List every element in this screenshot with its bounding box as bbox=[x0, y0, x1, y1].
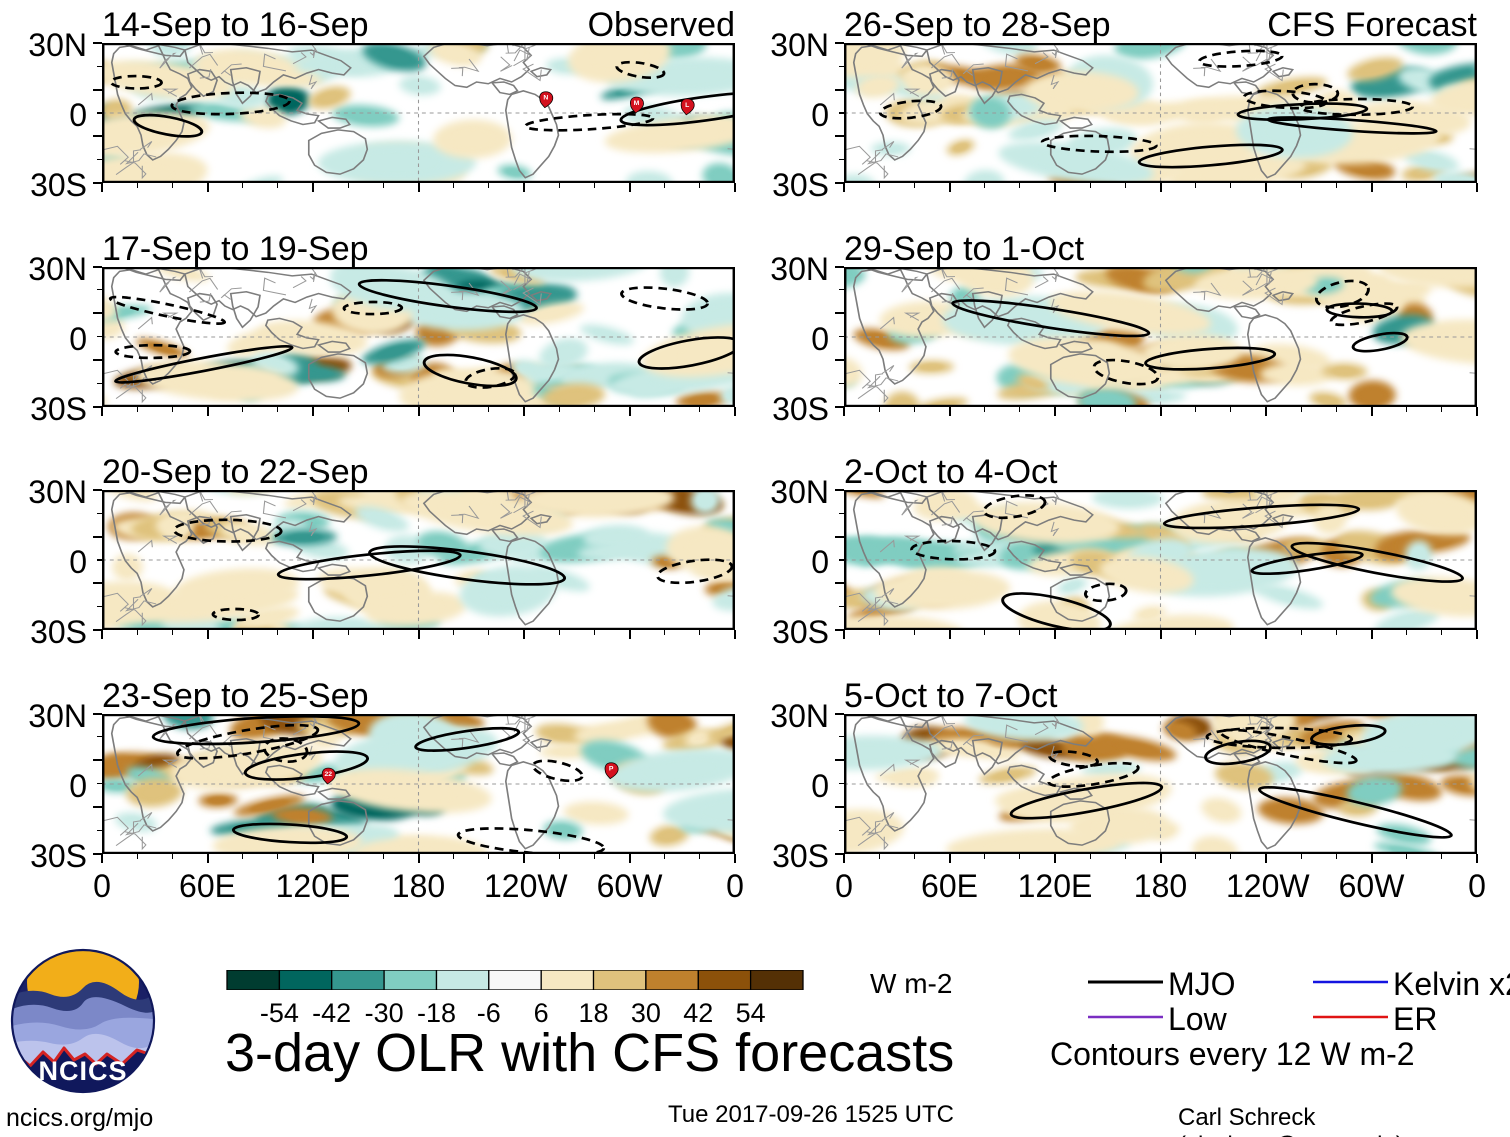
svg-text:22: 22 bbox=[324, 771, 332, 778]
svg-text:N: N bbox=[543, 95, 548, 102]
svg-text:P: P bbox=[609, 765, 614, 772]
svg-text:L: L bbox=[685, 102, 689, 109]
svg-text:M: M bbox=[634, 100, 640, 107]
svg-text:NCICS: NCICS bbox=[38, 1056, 127, 1086]
